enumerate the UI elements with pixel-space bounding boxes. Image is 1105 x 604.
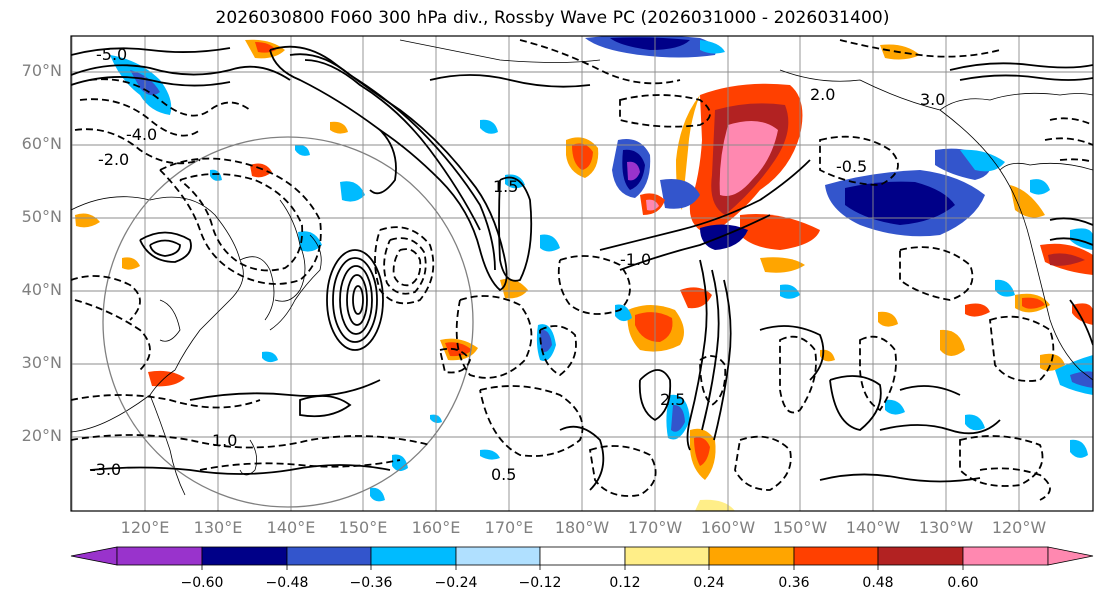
coastlines	[71, 39, 1093, 496]
colorbar-segment	[708, 546, 795, 566]
colorbar-tick-label: 0.36	[778, 575, 810, 591]
colorbar-segment	[116, 546, 203, 566]
map-plot-area: -5.0 -4.0 -3.0 -2.0 -1.0 -0.5 0.5 1.0 1.…	[71, 36, 1093, 511]
lon-label-140e: 140°E	[266, 518, 316, 537]
colorbar-segment	[793, 546, 879, 566]
colorbar-tick-label: −0.60	[180, 575, 224, 591]
colorbar-segment	[370, 546, 457, 566]
lon-label-160w: 160°W	[700, 518, 756, 537]
contours-positive	[71, 45, 1093, 491]
contour-label: -2.0	[98, 150, 129, 169]
colorbar-tick-label: −0.48	[265, 575, 309, 591]
contour-label: -1.0	[620, 250, 651, 269]
contours-negative	[71, 39, 1093, 501]
colorbar-segment	[539, 546, 626, 566]
contour-label: 0.5	[491, 465, 516, 484]
colorbar-tick-label: 0.12	[609, 575, 641, 591]
colorbar-segment	[286, 546, 372, 566]
colorbar-extend-low	[70, 546, 118, 566]
lon-label-180w: 180°W	[554, 518, 610, 537]
lon-label-150w: 150°W	[772, 518, 828, 537]
map-frame	[70, 35, 1094, 512]
reference-circle	[102, 136, 474, 508]
lon-label-170e: 170°E	[484, 518, 534, 537]
colorbar-segment	[455, 546, 541, 566]
colorbar-segment	[201, 546, 288, 566]
colorbar-extend-high	[1047, 546, 1094, 566]
lat-label-20n: 20°N	[21, 426, 62, 445]
lon-label-120w: 120°W	[991, 518, 1047, 537]
contour-label: -3.0	[90, 460, 121, 479]
contour-label: -4.0	[126, 125, 157, 144]
colorbar	[70, 546, 1094, 570]
contour-label: 3.0	[920, 90, 945, 109]
contour-label: 2.5	[660, 390, 685, 409]
lon-label-170w: 170°W	[627, 518, 683, 537]
contour-label: 1.5	[493, 177, 518, 196]
lat-label-60n: 60°N	[21, 134, 62, 153]
lat-label-50n: 50°N	[21, 207, 62, 226]
contour-label: -0.5	[836, 157, 867, 176]
contour-labels: -5.0 -4.0 -3.0 -2.0 -1.0 -0.5 0.5 1.0 1.…	[90, 45, 945, 484]
colorbar-segment	[877, 546, 964, 566]
colorbar-tick-label: −0.12	[518, 575, 562, 591]
colorbar-segment	[962, 546, 1049, 566]
contour-label: 1.0	[212, 431, 237, 450]
lat-label-70n: 70°N	[21, 61, 62, 80]
lon-label-120e: 120°E	[120, 518, 170, 537]
lon-label-150e: 150°E	[338, 518, 388, 537]
lat-label-40n: 40°N	[21, 280, 62, 299]
divergence-shading	[75, 36, 1093, 511]
lon-label-130w: 130°W	[918, 518, 974, 537]
lat-lon-grid	[71, 36, 1093, 511]
contour-label: 2.0	[810, 85, 835, 104]
colorbar-tick-label: 0.60	[947, 575, 979, 591]
colorbar-tick-label: 0.48	[862, 575, 894, 591]
lat-label-30n: 30°N	[21, 353, 62, 372]
colorbar-tick-label: −0.24	[434, 575, 478, 591]
colorbar-segment	[624, 546, 710, 566]
lon-label-130e: 130°E	[193, 518, 243, 537]
colorbar-tick-label: −0.36	[349, 575, 393, 591]
contour-label: -5.0	[96, 45, 127, 64]
colorbar-tick-label: 0.24	[693, 575, 725, 591]
lon-label-140w: 140°W	[845, 518, 901, 537]
lon-label-160e: 160°E	[411, 518, 461, 537]
map-title: 2026030800 F060 300 hPa div., Rossby Wav…	[215, 8, 890, 28]
